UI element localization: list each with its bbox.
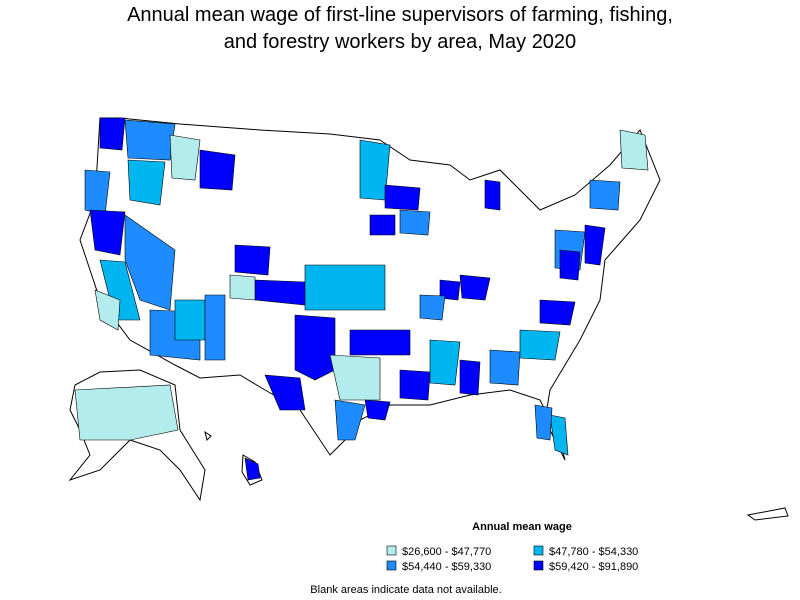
- map-area: [399, 369, 431, 401]
- map-area: [264, 374, 306, 411]
- map-area: [489, 349, 521, 386]
- legend-swatch: [386, 560, 397, 571]
- map-area: [384, 184, 421, 211]
- legend-label: $26,600 - $47,770: [402, 546, 491, 558]
- us-map: [68, 117, 789, 521]
- map-area: [127, 159, 166, 206]
- title-line: and forestry workers by area, May 2020: [224, 31, 576, 53]
- map-area: [74, 384, 179, 441]
- map-area: [419, 294, 446, 321]
- legend-label: $47,780 - $54,330: [549, 546, 638, 558]
- legend: Annual mean wage $26,600 - $47,770 $47,78…: [386, 521, 638, 573]
- map-area: [174, 299, 206, 341]
- map-area: [334, 399, 366, 441]
- map-area: [204, 294, 226, 361]
- map-area: [244, 457, 261, 481]
- map-area: [199, 149, 236, 191]
- puerto-rico: [746, 507, 789, 521]
- map-area: [584, 224, 606, 266]
- map-area: [459, 359, 481, 396]
- map-area: [234, 244, 271, 276]
- map-area: [549, 414, 569, 456]
- map-area: [459, 274, 491, 301]
- note: Blank areas indicate data not available.: [310, 584, 501, 596]
- map-area: [429, 339, 461, 386]
- map-area: [294, 314, 336, 381]
- title-line: Annual mean wage of first-line superviso…: [127, 4, 673, 26]
- map-area: [169, 134, 201, 181]
- legend-swatch: [386, 545, 397, 556]
- legend-swatch: [533, 560, 544, 571]
- map-area: [124, 214, 176, 311]
- map-area: [94, 289, 121, 331]
- hawaii: [204, 430, 212, 441]
- map-area: [439, 279, 461, 301]
- legend-title: Annual mean wage: [472, 521, 572, 533]
- map-area: [369, 214, 396, 236]
- map-area: [89, 209, 126, 256]
- map-area: [619, 129, 649, 171]
- map-area: [329, 354, 381, 401]
- legend-label: $54,440 - $59,330: [402, 561, 491, 573]
- legend-swatch: [533, 545, 544, 556]
- map-area: [304, 264, 386, 311]
- map-area: [99, 117, 126, 151]
- map-area: [484, 179, 501, 211]
- map-area: [364, 399, 391, 421]
- map-area: [539, 299, 576, 326]
- map-area: [124, 119, 176, 161]
- map-area: [519, 329, 561, 361]
- map-area: [559, 249, 581, 281]
- map-area: [534, 404, 553, 441]
- map-area: [349, 329, 411, 356]
- map-area: [589, 179, 621, 211]
- map-area: [229, 274, 256, 301]
- map-area: [399, 209, 431, 236]
- legend-label: $59,420 - $91,890: [549, 561, 638, 573]
